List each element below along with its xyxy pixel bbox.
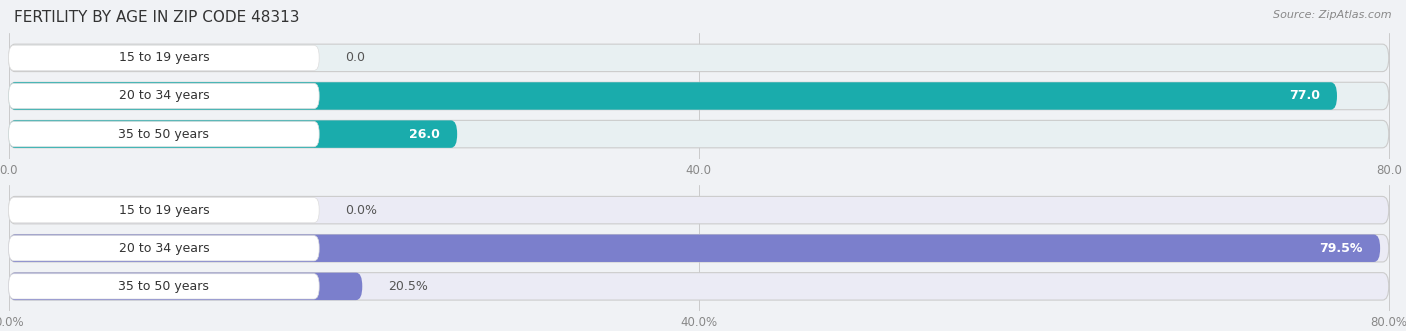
FancyBboxPatch shape (8, 196, 1389, 224)
Text: 15 to 19 years: 15 to 19 years (118, 204, 209, 216)
FancyBboxPatch shape (8, 121, 319, 147)
Text: 15 to 19 years: 15 to 19 years (118, 51, 209, 64)
Text: 35 to 50 years: 35 to 50 years (118, 280, 209, 293)
FancyBboxPatch shape (8, 82, 1337, 110)
FancyBboxPatch shape (8, 83, 319, 109)
FancyBboxPatch shape (8, 235, 1389, 262)
FancyBboxPatch shape (8, 44, 1389, 71)
FancyBboxPatch shape (8, 82, 1389, 110)
FancyBboxPatch shape (8, 198, 319, 223)
FancyBboxPatch shape (8, 274, 319, 299)
FancyBboxPatch shape (8, 236, 319, 261)
FancyBboxPatch shape (8, 120, 457, 148)
FancyBboxPatch shape (8, 235, 1381, 262)
FancyBboxPatch shape (8, 273, 363, 300)
Text: 77.0: 77.0 (1289, 89, 1320, 103)
Text: 79.5%: 79.5% (1319, 242, 1362, 255)
FancyBboxPatch shape (8, 273, 1389, 300)
Text: 20.5%: 20.5% (388, 280, 427, 293)
FancyBboxPatch shape (8, 45, 319, 71)
Text: Source: ZipAtlas.com: Source: ZipAtlas.com (1274, 10, 1392, 20)
Text: 0.0: 0.0 (344, 51, 366, 64)
FancyBboxPatch shape (8, 120, 1389, 148)
Text: 0.0%: 0.0% (344, 204, 377, 216)
Text: FERTILITY BY AGE IN ZIP CODE 48313: FERTILITY BY AGE IN ZIP CODE 48313 (14, 10, 299, 25)
Text: 35 to 50 years: 35 to 50 years (118, 128, 209, 141)
Text: 26.0: 26.0 (409, 128, 440, 141)
Text: 20 to 34 years: 20 to 34 years (118, 242, 209, 255)
Text: 20 to 34 years: 20 to 34 years (118, 89, 209, 103)
